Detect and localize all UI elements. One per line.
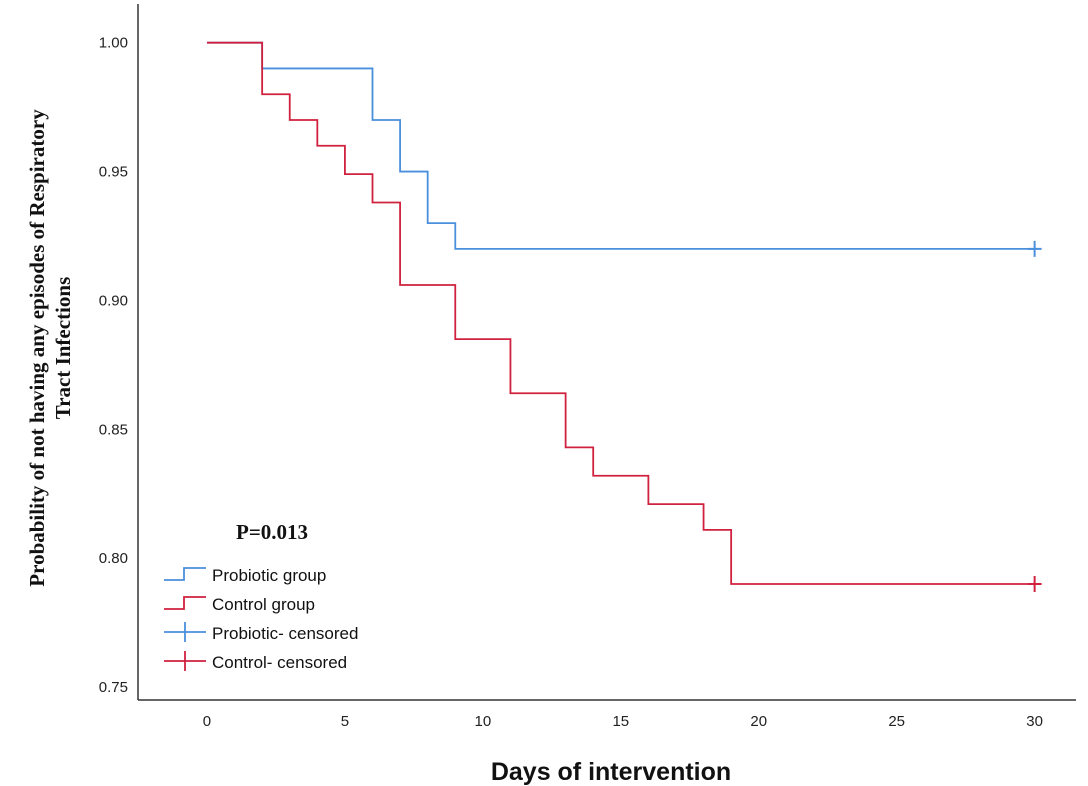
legend-probiotic-censored-label: Probiotic- censored	[212, 624, 358, 643]
y-axis-label-line-1: Probability of not having any episodes o…	[25, 109, 49, 587]
censored-markers	[1027, 240, 1042, 592]
p-value-annotation: P=0.013	[236, 520, 308, 544]
x-tick-label: 30	[1026, 713, 1043, 730]
series-lines	[206, 41, 1035, 585]
y-tick-label: 1.00	[99, 35, 128, 52]
axes	[137, 4, 1076, 701]
x-axis-label: Days of intervention	[491, 758, 731, 786]
legend-control-label: Control group	[212, 595, 315, 614]
x-tick-label: 20	[750, 713, 767, 730]
x-tick-label: 10	[475, 713, 492, 730]
x-tick-label: 0	[203, 713, 211, 730]
legend-control-swatch	[164, 596, 206, 610]
y-axis-ticks: 1.00 0.95 0.90 0.85 0.80 0.75	[99, 35, 128, 696]
y-axis-label-line-2: Tract Infections	[51, 277, 75, 420]
y-tick-label: 0.85	[99, 421, 128, 438]
x-axis-ticks: 0 5 10 15 20 25 30	[203, 713, 1043, 730]
x-tick-label: 25	[888, 713, 905, 730]
x-tick-label: 5	[341, 713, 349, 730]
control-survival-line	[206, 41, 1035, 585]
y-tick-label: 0.80	[99, 550, 128, 567]
y-tick-label: 0.90	[99, 292, 128, 309]
legend-control-censored-label: Control- censored	[212, 653, 347, 672]
y-tick-label: 0.75	[99, 679, 128, 696]
legend-probiotic-swatch	[164, 567, 206, 581]
legend-probiotic-label: Probiotic group	[212, 566, 326, 585]
y-axis-label: Probability of not having any episodes o…	[25, 109, 49, 587]
y-axis-label-line-2-text: Tract Infections	[51, 277, 75, 420]
legend: Probiotic group Control group Probiotic- c…	[164, 566, 358, 672]
y-tick-label: 0.95	[99, 164, 128, 181]
x-tick-label: 15	[612, 713, 629, 730]
